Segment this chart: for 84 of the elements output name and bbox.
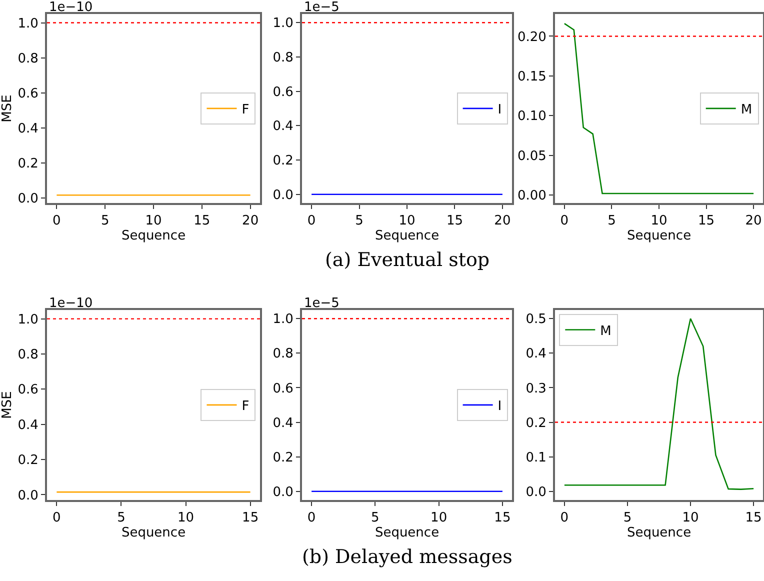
- y-tick-label: 0.4: [272, 119, 294, 134]
- y-tick-label: 1.0: [272, 312, 294, 328]
- legend-label: M: [740, 102, 752, 118]
- x-axis-title: Sequence: [374, 526, 440, 541]
- y-tick-label: 0.05: [517, 148, 546, 164]
- x-axis-title: Sequence: [121, 228, 186, 244]
- text: (a) Eventual stop: [325, 249, 490, 271]
- y-axis-title: MSE: [0, 94, 15, 122]
- x-tick-label: 15: [446, 214, 464, 229]
- y-tick-label: 0.8: [272, 346, 294, 362]
- x-tick-label: 15: [194, 214, 210, 229]
- x-axis-title: Sequence: [626, 228, 692, 244]
- y-tick-label: 0.3: [526, 381, 546, 396]
- y-tick-label: 0.6: [272, 84, 294, 100]
- x-tick-label: 5: [608, 214, 616, 229]
- y-tick-label: 0.2: [18, 453, 38, 468]
- y-tick-label: 0.4: [18, 121, 38, 136]
- y-tick-label: 0.8: [272, 50, 294, 66]
- y-tick-label: 0.0: [272, 188, 294, 203]
- legend-label: I: [498, 399, 502, 414]
- x-tick-label: 10: [177, 510, 194, 526]
- x-axis-title: Sequence: [121, 526, 186, 541]
- y-tick-label: 0.2: [18, 156, 38, 172]
- y-tick-label: 1.0: [272, 16, 294, 32]
- y-tick-label: 0.4: [272, 416, 294, 431]
- x-tick-label: 0: [560, 510, 569, 526]
- x-tick-label: 0: [307, 214, 316, 229]
- line-series: [564, 318, 754, 490]
- x-tick-label: 5: [355, 214, 364, 229]
- annotation: 1e−5: [304, 296, 340, 311]
- x-tick-label: 15: [242, 510, 259, 526]
- x-tick-label: 15: [494, 510, 511, 526]
- y-tick-label: 0.10: [517, 109, 546, 124]
- y-tick-label: 0.5: [526, 312, 546, 328]
- y-tick-label: 0.15: [517, 69, 546, 84]
- x-axis-title: Sequence: [626, 526, 692, 541]
- y-tick-label: 1.0: [18, 16, 38, 32]
- x-tick-label: 0: [560, 214, 569, 229]
- y-tick-label: 0.8: [18, 348, 38, 363]
- y-tick-label: 0.2: [272, 450, 294, 466]
- legend-label: F: [242, 102, 250, 118]
- x-tick-label: 15: [745, 510, 762, 526]
- x-tick-label: 20: [745, 214, 762, 229]
- x-tick-label: 5: [371, 510, 380, 526]
- y-tick-label: 0.6: [272, 381, 294, 396]
- x-tick-label: 5: [100, 214, 110, 229]
- line-series: [564, 22, 754, 194]
- x-tick-label: 10: [682, 510, 699, 526]
- x-tick-label: 0: [52, 214, 61, 229]
- y-tick-label: 0.8: [18, 51, 38, 66]
- y-tick-label: 0.4: [18, 418, 38, 433]
- y-tick-label: 0.0: [272, 484, 294, 500]
- x-tick-label: 10: [430, 510, 448, 526]
- y-tick-label: 1.0: [18, 312, 38, 328]
- annotation: 1e−10: [49, 0, 93, 15]
- y-tick-label: 0.1: [526, 450, 546, 466]
- y-tick-label: 0.0: [18, 488, 38, 504]
- x-tick-label: 0: [52, 510, 61, 526]
- annotation: 1e−10: [49, 296, 93, 311]
- legend-label: I: [498, 102, 502, 118]
- y-tick-label: 0.2: [526, 416, 546, 431]
- y-tick-label: 0.4: [526, 346, 546, 362]
- x-tick-label: 10: [650, 214, 668, 229]
- text: (b) Delayed messages: [302, 546, 512, 568]
- legend-label: M: [600, 324, 612, 339]
- x-tick-label: 10: [145, 214, 162, 229]
- y-tick-label: 0.2: [272, 154, 294, 169]
- x-tick-label: 5: [623, 510, 632, 526]
- legend-label: F: [242, 399, 250, 414]
- y-tick-label: 0.0: [526, 484, 546, 500]
- x-tick-label: 0: [307, 510, 316, 526]
- x-tick-label: 20: [242, 214, 259, 229]
- x-tick-label: 10: [398, 214, 416, 229]
- y-tick-label: 0.6: [18, 382, 38, 398]
- y-tick-label: 0.0: [18, 191, 38, 206]
- y-tick-label: 0.6: [18, 86, 38, 102]
- y-tick-label: 0.20: [517, 30, 546, 45]
- x-tick-label: 15: [698, 214, 715, 229]
- annotation: 1e−5: [304, 0, 340, 15]
- y-tick-label: 0.00: [517, 188, 546, 204]
- x-tick-label: 5: [117, 510, 126, 526]
- y-axis-title: MSE: [0, 391, 15, 419]
- x-tick-label: 20: [494, 214, 511, 229]
- x-axis-title: Sequence: [374, 228, 440, 244]
